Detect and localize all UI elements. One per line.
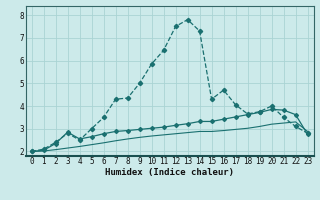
X-axis label: Humidex (Indice chaleur): Humidex (Indice chaleur) xyxy=(105,168,234,177)
